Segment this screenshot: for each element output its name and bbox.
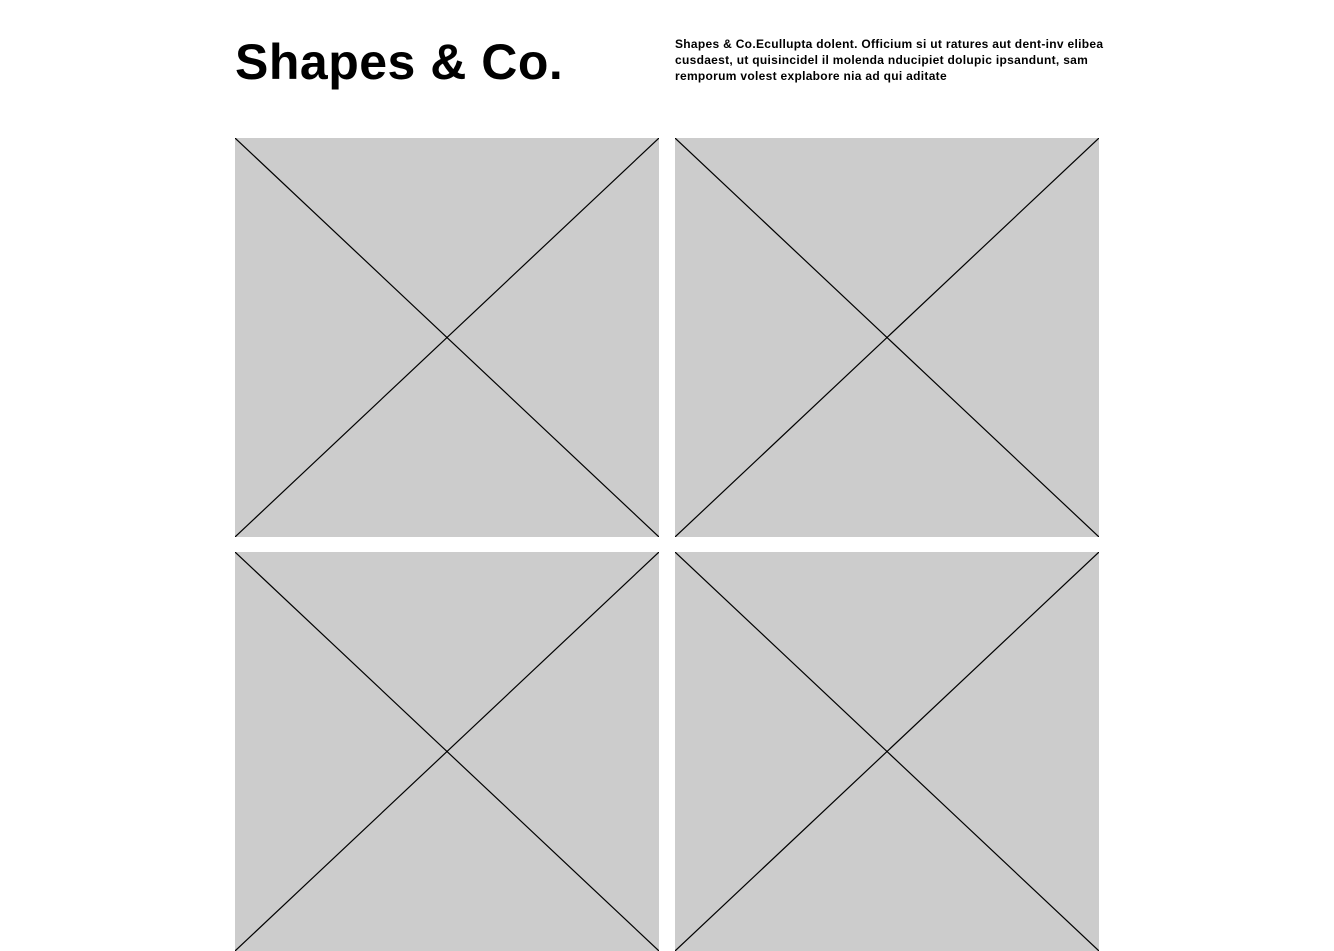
image-placeholder — [675, 138, 1099, 537]
image-placeholder-icon — [675, 552, 1099, 951]
image-placeholder — [675, 552, 1099, 951]
intro-paragraph: Shapes & Co.Ecullupta dolent. Officium s… — [675, 37, 1104, 83]
image-placeholder-icon — [235, 138, 659, 537]
page-title: Shapes & Co. — [235, 34, 564, 90]
image-placeholder-icon — [675, 138, 1099, 537]
image-placeholder-icon — [235, 552, 659, 951]
image-placeholder — [235, 138, 659, 537]
image-placeholder — [235, 552, 659, 951]
